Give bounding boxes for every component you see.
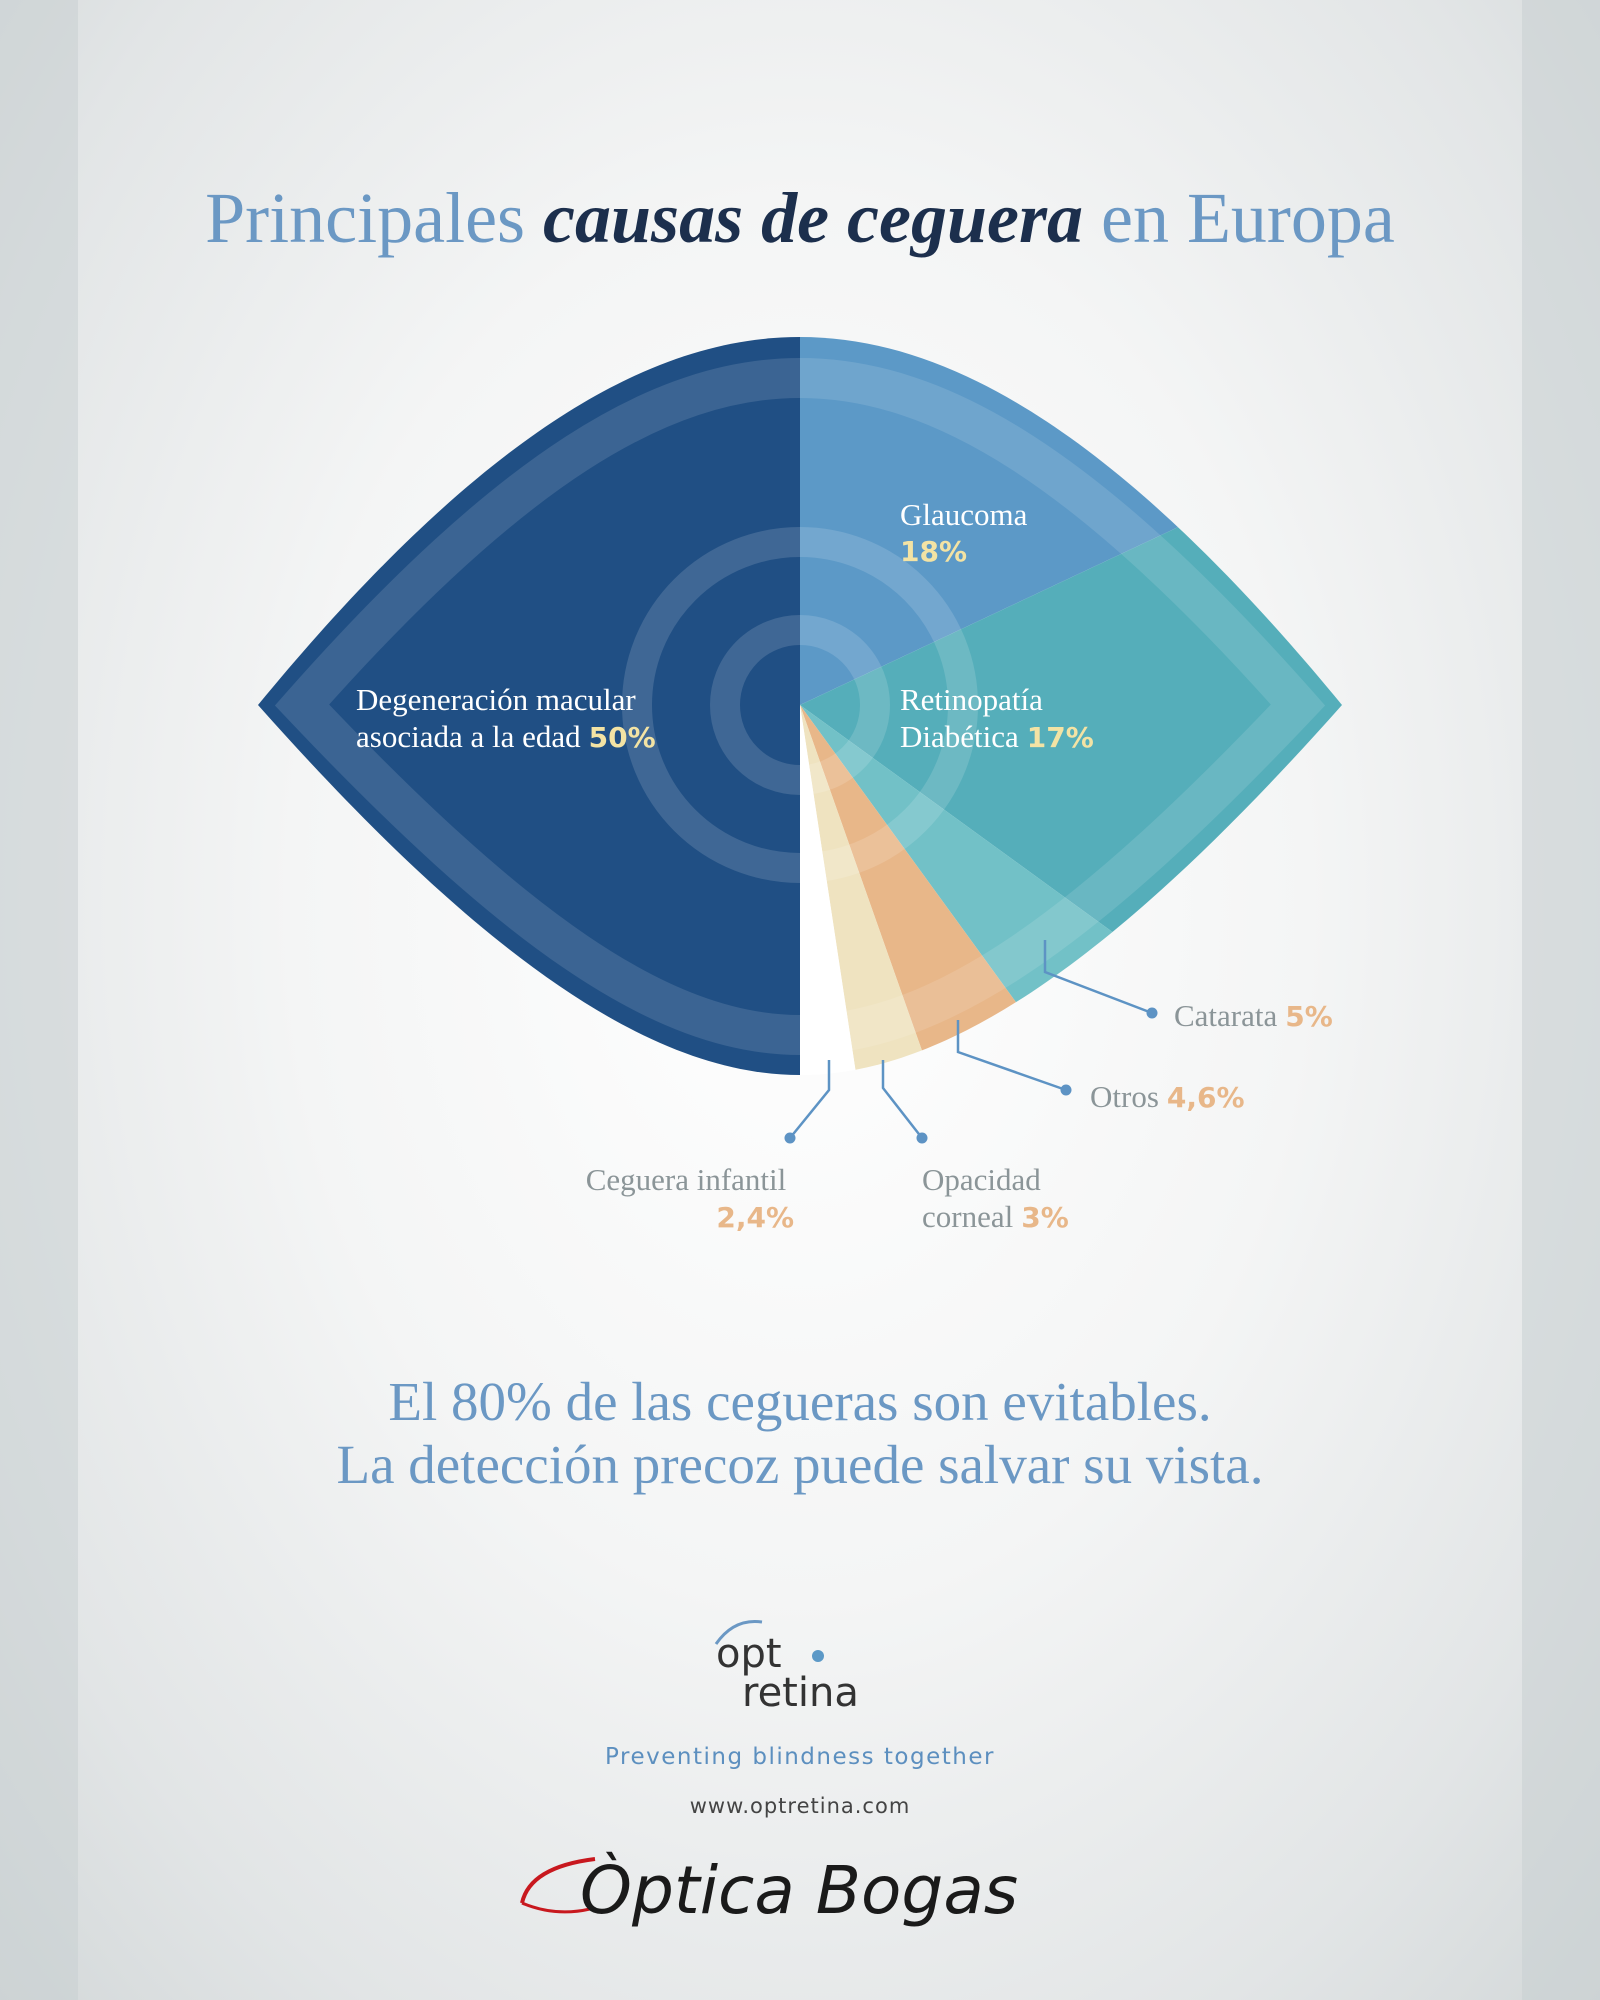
connector-ceguera xyxy=(789,1060,831,1139)
bogas-swoosh-top xyxy=(520,1857,596,1904)
pie-slice-5 xyxy=(800,705,1033,1075)
connector-dot-ceguera xyxy=(784,1132,796,1144)
slice-label-degeneracion: Degeneración macular asociada a la edad 5… xyxy=(356,682,656,754)
pie-slice-0 xyxy=(258,337,800,1075)
pie-slice-6 xyxy=(800,705,906,1075)
title-prefix: Principales xyxy=(205,178,526,258)
connector-catarata xyxy=(1043,940,1153,1015)
optretina-website: www.optretina.com xyxy=(689,1794,911,1818)
optica-bogas-logo: Òptica Bogas xyxy=(520,1852,1018,1929)
title-suffix: en Europa xyxy=(1100,178,1395,258)
connector-dot-otros xyxy=(1060,1084,1072,1096)
slice-label-ceguera: Ceguera infantil 2,4% xyxy=(586,1162,794,1234)
main-message: El 80% de las cegueras son evitables. La… xyxy=(0,1370,1600,1497)
eye-overlay xyxy=(274,357,1326,1056)
slice-label-catarata: Catarata 5% xyxy=(1174,998,1333,1033)
eye-inner-ring xyxy=(274,357,1326,1056)
slice-label-opacidad: Opacidad corneal 3% xyxy=(922,1162,1069,1234)
optretina-tagline: Preventing blindness together xyxy=(605,1744,995,1770)
bogas-swoosh-bottom xyxy=(521,1901,591,1914)
logo-blue-dot xyxy=(812,1650,824,1662)
message-line-2: La detección precoz puede salvar su vist… xyxy=(336,1434,1264,1496)
title-emphasis: causas de ceguera xyxy=(543,178,1083,258)
slice-label-glaucoma: Glaucoma 18% xyxy=(900,497,1035,568)
iris-outer-ring xyxy=(622,527,978,883)
eye-pie-chart: Degeneración macular asociada a la edad 5… xyxy=(258,337,1342,1234)
label-connectors xyxy=(784,940,1158,1144)
slice-label-otros: Otros 4,6% xyxy=(1090,1079,1245,1114)
logo-word-retina: retina xyxy=(742,1670,859,1716)
frame-left-band xyxy=(0,0,78,2000)
connector-dot-catarata xyxy=(1146,1007,1158,1019)
logo-arc xyxy=(714,1619,763,1645)
page-title: Principales causas de ceguera en Europa xyxy=(0,182,1600,254)
iris-inner-ring xyxy=(710,615,890,795)
frame-right-band xyxy=(1522,0,1600,2000)
optretina-logo: opt retina xyxy=(714,1619,859,1716)
slice-label-retinopatia: Retinopatía Diabética 17% xyxy=(900,682,1094,754)
connector-opacidad xyxy=(881,1060,923,1139)
logo-word-opt: opt xyxy=(716,1631,782,1677)
connector-otros xyxy=(956,1020,1067,1092)
bogas-wordmark: Òptica Bogas xyxy=(580,1852,1018,1929)
connector-dot-opacidad xyxy=(916,1132,928,1144)
message-line-1: El 80% de las cegueras son evitables. xyxy=(388,1371,1212,1432)
